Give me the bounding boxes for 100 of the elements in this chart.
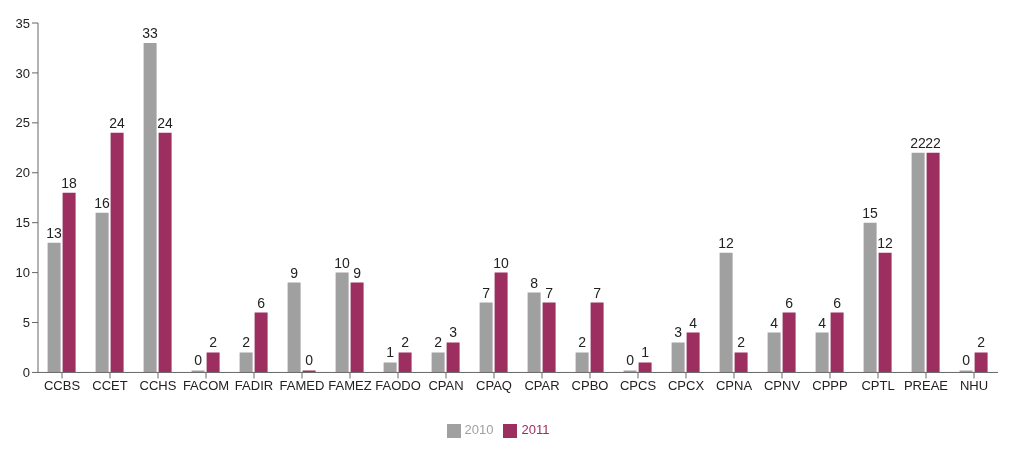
x-tick-label: CPCS [619,377,657,393]
data-label: 4 [770,314,779,331]
data-label: 9 [353,264,362,281]
data-label: 24 [109,114,126,131]
x-tick-label: CPPP [812,377,848,393]
y-tick-label: 15 [15,215,30,231]
bar [911,152,925,373]
y-tick-label: 25 [15,115,30,131]
bar [575,352,589,373]
bar [590,302,604,373]
bar [878,252,892,373]
data-label: 2 [242,334,251,351]
x-tick-label: CCBS [43,377,81,393]
x-tick-label: CPCX [667,377,705,393]
data-label: 33 [142,24,159,41]
bar [302,370,316,373]
data-label: 6 [785,294,794,311]
data-label: 7 [545,284,554,301]
data-label: 0 [626,352,635,369]
data-label: 12 [877,234,894,251]
data-label: 13 [46,224,63,241]
data-label: 1 [386,344,395,361]
bar [350,282,364,373]
bar [206,352,220,373]
legend-label: 2010 [464,422,494,438]
y-tick-label: 5 [22,315,30,331]
data-label: 10 [334,254,351,271]
bar [239,352,253,373]
bar [95,212,109,373]
bar [542,302,556,373]
y-tick-label: 0 [22,365,30,381]
data-label: 3 [674,324,683,341]
bar [974,352,988,373]
data-label: 18 [61,174,78,191]
data-label: 9 [290,264,299,281]
bar [446,342,460,373]
bar [734,352,748,373]
bar [287,282,301,373]
data-label: 2 [209,334,218,351]
y-tick-label: 10 [15,265,30,281]
bar [158,132,172,373]
y-tick-label: 20 [15,165,30,181]
bar [431,352,445,373]
data-label: 0 [305,352,314,369]
data-label: 22 [910,134,927,151]
data-label: 6 [257,294,266,311]
data-label: 10 [493,254,510,271]
data-label: 2 [401,334,410,351]
data-label: 0 [962,352,971,369]
bar [719,252,733,373]
bar [767,332,781,373]
x-tick-label: NHU [959,377,989,393]
data-label: 2 [434,334,443,351]
bar [143,42,157,373]
data-label: 22 [925,134,942,151]
bar [527,292,541,373]
x-tick-label: CPAN [428,377,464,393]
data-label: 12 [718,234,735,251]
x-tick-label: CCET [92,377,128,393]
bar [494,272,508,373]
data-label: 4 [689,314,698,331]
data-label: 2 [737,334,746,351]
bar [398,352,412,373]
bar [479,302,493,373]
bar [638,362,652,373]
bar [863,222,877,373]
data-label: 1 [641,344,650,361]
bar [47,242,61,373]
x-tick-label: CCHS [139,377,177,393]
bar [110,132,124,373]
data-label: 2 [977,334,986,351]
data-label: 7 [593,284,602,301]
data-label: 4 [818,314,827,331]
data-label: 2 [578,334,587,351]
data-label: 6 [833,294,842,311]
x-tick-label: FADIR [234,377,274,393]
data-label: 24 [157,114,174,131]
bar [815,332,829,373]
x-tick-label: CPNV [763,377,801,393]
bar [254,312,268,373]
x-tick-label: CPNA [715,377,753,393]
bar [830,312,844,373]
x-tick-label: FAMED [279,377,325,393]
data-label: 0 [194,352,203,369]
x-tick-label: FAODO [375,377,421,393]
data-label: 7 [482,284,491,301]
x-tick-label: FAMEZ [328,377,372,393]
bar [782,312,796,373]
bar [926,152,940,373]
data-label: 15 [862,204,879,221]
bar [335,272,349,373]
data-label: 8 [530,274,539,291]
x-tick-label: CPTL [861,377,895,393]
y-tick-label: 35 [15,15,30,31]
legend-label: 2011 [521,422,550,438]
bar [383,362,397,373]
x-tick-label: FACOM [182,377,230,393]
x-tick-label: PREAE [903,377,949,393]
bar [62,192,76,373]
bar [671,342,685,373]
